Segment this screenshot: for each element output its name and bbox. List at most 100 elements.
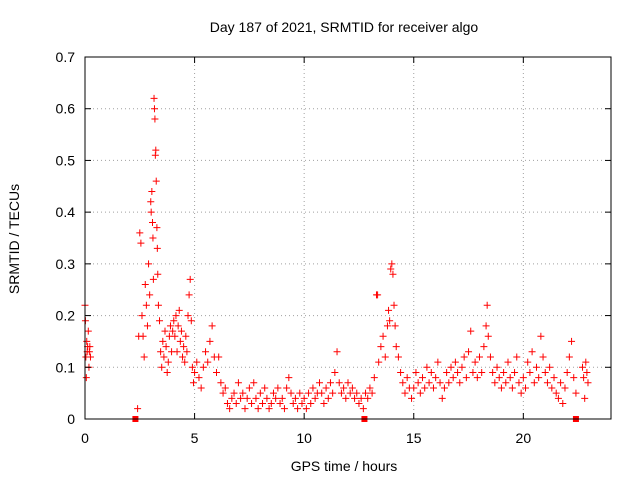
data-point [136,229,144,237]
data-point [362,389,370,397]
data-point [554,394,562,402]
data-point [374,291,382,299]
data-point [285,374,293,382]
data-point [147,208,155,216]
x-tick-label: 15 [406,430,422,446]
data-point [287,389,295,397]
data-point [434,358,442,366]
data-point [267,399,275,407]
data-point [559,399,567,407]
data-point [370,374,378,382]
data-point [151,115,159,123]
data-point [261,384,269,392]
data-point [416,389,424,397]
data-point [217,379,225,387]
data-point [82,374,90,382]
grid [85,57,611,419]
data-point [342,394,350,402]
data-point [460,353,468,361]
data-point [561,384,569,392]
data-point [524,358,532,366]
data-point [156,317,164,325]
data-point [307,399,315,407]
data-point [486,353,494,361]
data-point [164,358,172,366]
data-point [504,358,512,366]
data-point [195,374,203,382]
data-point [502,379,510,387]
data-point [149,275,157,283]
data-point [408,394,416,402]
data-point [539,353,547,361]
data-point [465,348,473,356]
data-point [189,379,197,387]
data-point [309,384,317,392]
data-point [563,368,571,376]
data-point [517,389,525,397]
data-point [154,270,162,278]
data-points [81,94,592,422]
data-point [291,394,299,402]
data-point [177,327,185,335]
data-point [148,187,156,195]
data-point [388,260,396,268]
data-point [141,281,149,289]
data-point [322,384,330,392]
data-point [537,332,545,340]
data-point [150,94,158,102]
data-point [484,332,492,340]
data-point [429,384,437,392]
data-point [175,306,183,314]
data-point [86,353,94,361]
data-point [265,405,273,413]
data-point [550,374,558,382]
y-tick-label: 0.1 [56,359,76,375]
data-point [150,105,158,113]
data-point [170,317,178,325]
data-point [355,399,363,407]
data-point [467,327,475,335]
data-point [223,399,231,407]
data-point [579,363,587,371]
data-point [142,301,150,309]
data-point [386,317,394,325]
data-point [394,353,402,361]
data-point [381,353,389,361]
data-point [528,348,536,356]
y-tick-label: 0.4 [56,204,76,220]
data-point [383,322,391,330]
data-point [493,363,501,371]
data-point [274,384,282,392]
data-point [389,270,397,278]
data-point [163,368,171,376]
data-point [357,394,365,402]
data-point [344,379,352,387]
data-point [83,337,91,345]
data-point [427,368,435,376]
data-point [139,332,147,340]
y-axis-label: SRMTID / TECUs [6,184,22,294]
data-point [368,389,376,397]
data-point [152,146,160,154]
data-point [149,218,157,226]
data-point [250,379,258,387]
y-tick-label: 0.2 [56,308,76,324]
data-point [385,306,393,314]
data-point [181,358,189,366]
data-point [160,353,168,361]
data-point [458,363,466,371]
data-point [425,379,433,387]
data-point [294,405,302,413]
data-point [462,374,470,382]
x-tick-label: 20 [516,430,532,446]
data-point [423,363,431,371]
data-point [241,405,249,413]
data-point [519,374,527,382]
data-point [552,389,560,397]
data-point [187,317,195,325]
data-point [438,394,446,402]
data-point [252,394,260,402]
data-point [318,389,326,397]
x-tick-label: 0 [81,430,89,446]
data-point [197,384,205,392]
